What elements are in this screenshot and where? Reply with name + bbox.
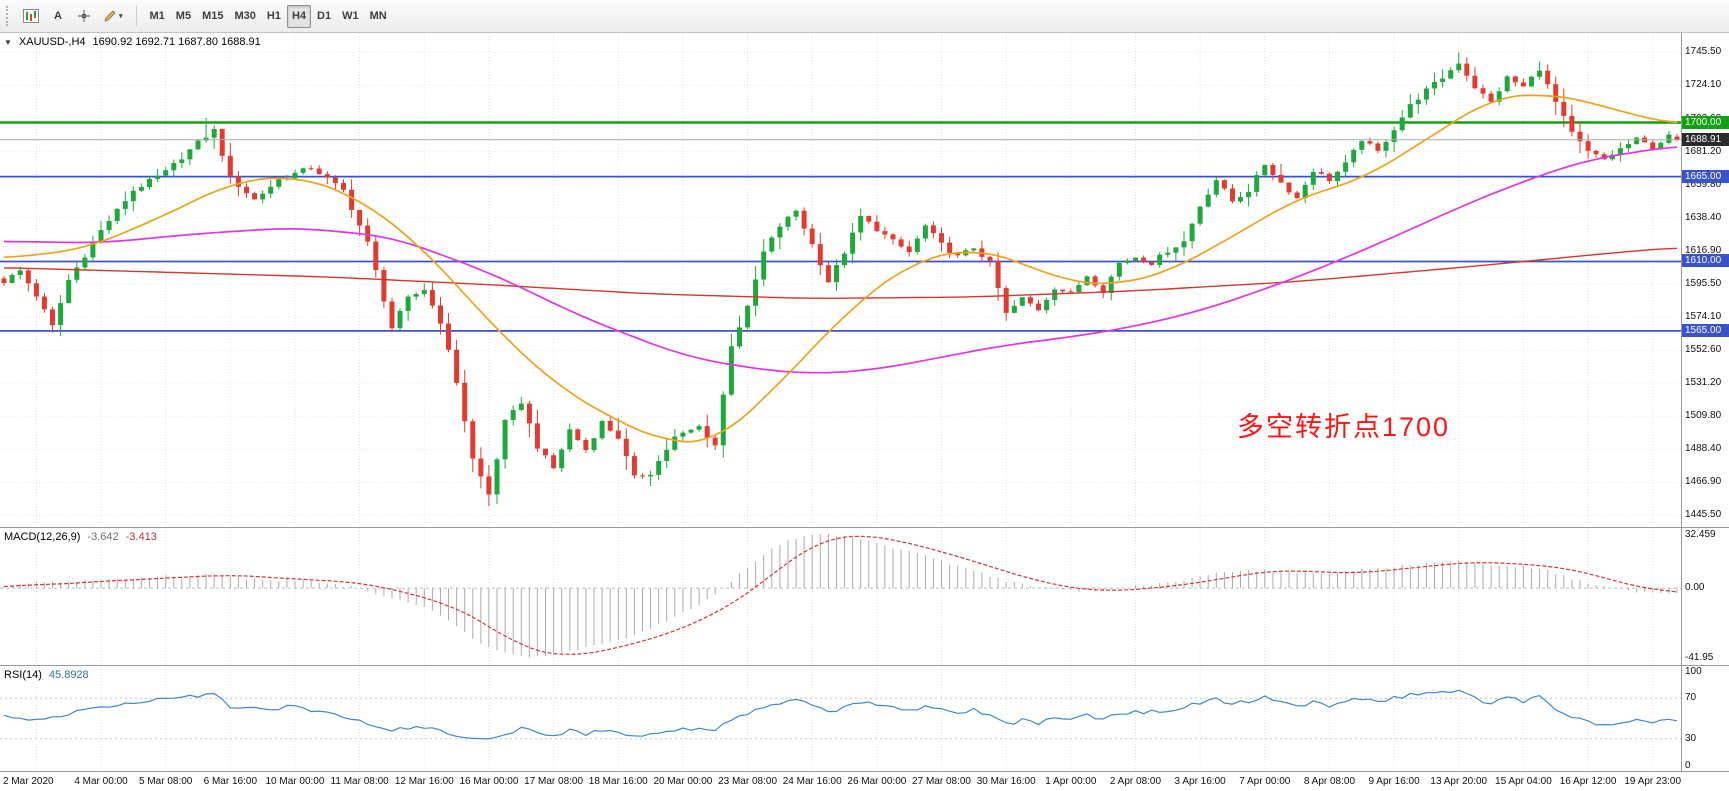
timeframe-w1[interactable]: W1 [337, 5, 364, 28]
time-axis-label: 2 Apr 08:00 [1109, 776, 1162, 787]
time-axis-label: 9 Apr 16:00 [1368, 776, 1420, 787]
price-tick-label: 1552.60 [1685, 344, 1722, 356]
time-axis-label: 26 Mar 00:00 [847, 776, 907, 787]
toolbar-grip[interactable] [6, 6, 11, 26]
time-axis-label: 27 Mar 08:00 [912, 776, 971, 787]
dropdown-caret-icon: ▾ [119, 13, 123, 20]
symbol-ohlc-line: ▼ XAUUSD-,H4 1690.92 1692.71 1687.80 168… [4, 36, 261, 48]
timeframe-m1[interactable]: M1 [145, 5, 170, 28]
rsi-indicator-name: RSI(14) [4, 669, 42, 681]
price-tick-label: 1681.20 [1685, 145, 1722, 157]
price-tick-label: 1445.50 [1685, 509, 1722, 521]
level-price-badge: 1565.00 [1682, 323, 1729, 337]
timeframe-m30[interactable]: M30 [229, 5, 260, 28]
time-axis-label: 6 Mar 16:00 [203, 776, 258, 787]
price-plot-canvas[interactable] [0, 33, 1681, 527]
macd-panel: MACD(12,26,9) -3.642 -3.413 32.459 0.00 -4… [0, 527, 1729, 665]
macd-title-line: MACD(12,26,9) -3.642 -3.413 [4, 531, 157, 543]
price-tick-label: 1574.10 [1685, 310, 1722, 322]
macd-scale-label: 0.00 [1685, 582, 1705, 594]
macd-plot-canvas[interactable] [0, 528, 1681, 665]
timeframe-mn[interactable]: MN [365, 5, 392, 28]
time-axis-label: 19 Apr 23:00 [1624, 776, 1682, 787]
chart-annotation-text: 多空转折点1700 [1237, 412, 1451, 442]
timeframe-h1[interactable]: H1 [262, 5, 286, 28]
rsi-title-line: RSI(14) 45.8928 [4, 669, 89, 681]
time-axis-label: 8 Apr 08:00 [1303, 776, 1356, 787]
macd-signal-value: -3.413 [125, 531, 157, 543]
macd-main-value: -3.642 [87, 531, 119, 543]
timeframe-h4[interactable]: H4 [286, 4, 312, 28]
timeframe-toolbar: M1 M5 M15 M30 H1 H4 D1 W1 MN [145, 4, 392, 28]
price-tick-label: 1616.90 [1685, 244, 1722, 256]
rsi-scale-label: 0 [1685, 760, 1691, 771]
price-tick-label: 1724.10 [1685, 79, 1722, 91]
time-axis-label: 30 Mar 16:00 [976, 776, 1036, 787]
toolbar-separator [135, 6, 137, 26]
macd-scale-label: 32.459 [1685, 529, 1716, 540]
price-chart-panel: ▼ XAUUSD-,H4 1690.92 1692.71 1687.80 168… [0, 33, 1729, 527]
rsi-panel: RSI(14) 45.8928 100 70 30 0 [0, 665, 1729, 771]
time-axis-label: 11 Mar 08:00 [330, 776, 389, 787]
crosshair-tool-button[interactable] [72, 5, 96, 28]
time-axis[interactable]: 2 Mar 2020 4 Mar 00:00 5 Mar 08:00 6 Mar 16… [0, 771, 1729, 791]
price-scale[interactable]: 1745.501724.101702.601681.201659.801638.… [1681, 33, 1729, 527]
time-axis-label: 15 Apr 04:00 [1495, 776, 1552, 787]
price-tick-label: 1509.80 [1685, 410, 1722, 422]
level-price-badge: 1610.00 [1682, 254, 1729, 268]
price-tick-label: 1595.50 [1685, 277, 1722, 289]
rsi-scale-label: 30 [1685, 732, 1697, 744]
price-tick-label: 1466.90 [1685, 476, 1722, 488]
text-tool-label: A [54, 10, 62, 22]
ohlc-values: 1690.92 1692.71 1687.80 1688.91 [92, 36, 261, 48]
draw-tool-dropdown[interactable]: ▾ [98, 5, 128, 28]
time-axis-label: 5 Mar 08:00 [138, 776, 193, 787]
timeframe-m5[interactable]: M5 [171, 5, 196, 28]
level-price-badge: 1665.00 [1682, 169, 1729, 183]
pencil-icon [104, 10, 116, 22]
mini-chart-icon [23, 9, 39, 23]
time-axis-label: 2 Mar 2020 [3, 776, 54, 787]
symbol-dropdown-arrow[interactable]: ▼ [4, 37, 12, 47]
price-tick-label: 1659.80 [1685, 178, 1722, 190]
new-chart-icon[interactable] [18, 5, 44, 28]
time-axis-label: 16 Mar 00:00 [459, 776, 519, 787]
time-axis-label: 7 Apr 00:00 [1239, 776, 1291, 787]
macd-scale[interactable]: 32.459 0.00 -41.95 [1681, 528, 1729, 665]
macd-scale-label: -41.95 [1685, 652, 1714, 664]
time-axis-label: 1 Apr 00:00 [1045, 776, 1097, 787]
time-axis-label: 23 Mar 08:00 [718, 776, 778, 787]
time-axis-label: 13 Apr 20:00 [1430, 776, 1488, 787]
rsi-scale-label: 100 [1685, 666, 1702, 677]
price-tick-label: 1488.40 [1685, 443, 1722, 455]
rsi-value: 45.8928 [48, 669, 89, 681]
time-axis-label: 16 Apr 12:00 [1559, 776, 1617, 787]
rsi-scale-label: 70 [1685, 692, 1697, 704]
time-axis-label: 3 Apr 16:00 [1174, 776, 1226, 787]
time-axis-label: 24 Mar 16:00 [782, 776, 842, 787]
price-tick-label: 1638.40 [1685, 211, 1722, 223]
symbol-label: XAUUSD-,H4 [18, 36, 86, 48]
time-axis-label: 12 Mar 16:00 [394, 776, 454, 787]
rsi-plot-canvas[interactable] [0, 666, 1681, 771]
time-axis-label: 18 Mar 16:00 [588, 776, 648, 787]
level-price-badge: 1700.00 [1682, 115, 1729, 129]
timeframe-m15[interactable]: M15 [197, 5, 228, 28]
time-axis-label: 20 Mar 00:00 [653, 776, 713, 787]
rsi-scale[interactable]: 100 70 30 0 [1681, 666, 1729, 771]
current-price-badge: 1688.91 [1682, 132, 1729, 146]
crosshair-icon [78, 10, 90, 22]
text-label-tool-button[interactable]: A [46, 5, 70, 28]
time-axis-label: 4 Mar 00:00 [74, 776, 128, 787]
price-tick-label: 1745.50 [1685, 46, 1722, 58]
toolbar: A ▾ M1 M5 M15 M30 H1 H4 D1 W1 MN [0, 0, 1729, 33]
time-axis-label: 10 Mar 00:00 [265, 776, 325, 787]
macd-indicator-name: MACD(12,26,9) [4, 531, 81, 543]
timeframe-d1[interactable]: D1 [312, 5, 336, 28]
time-axis-label: 17 Mar 08:00 [524, 776, 584, 787]
price-tick-label: 1531.20 [1685, 377, 1722, 389]
